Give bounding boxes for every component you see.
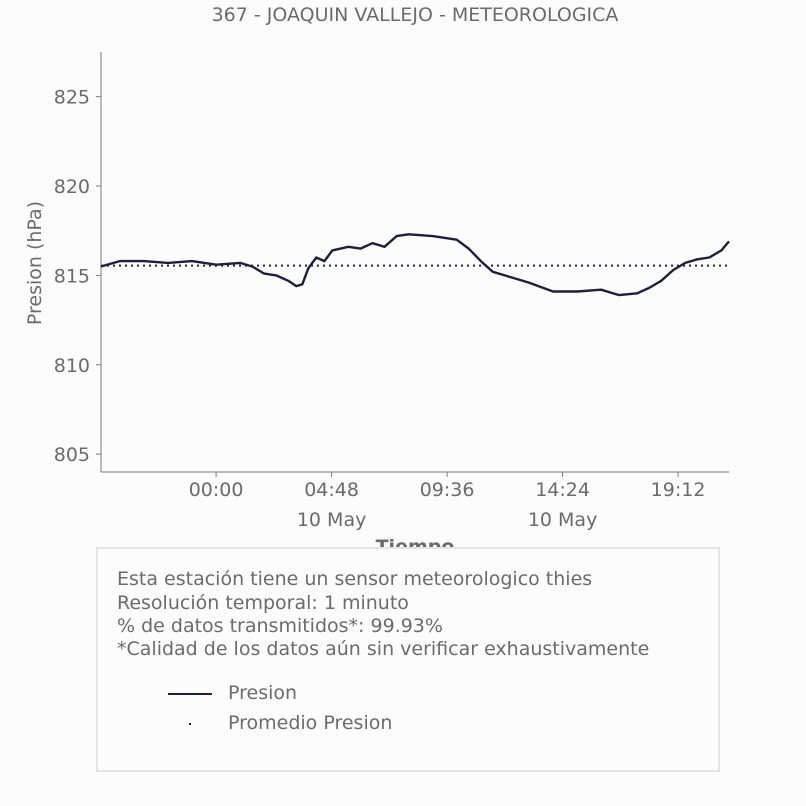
- chart-axes: [96, 52, 729, 477]
- y-tick-label: 820: [54, 176, 90, 198]
- legend-swatch-dot: [189, 723, 191, 725]
- y-tick-label: 810: [54, 355, 90, 377]
- series-line-presion: [100, 233, 730, 297]
- info-line-transmitted: % de datos transmitidos*: 99.93%: [117, 615, 443, 637]
- info-box: Esta estación tiene un sensor meteorolog…: [96, 547, 720, 772]
- x-tick-label: 04:48: [304, 479, 359, 501]
- y-tick-label: 825: [54, 87, 90, 109]
- chart-marks: [100, 233, 730, 297]
- x-tick-label: 14:24: [535, 479, 590, 501]
- x-tick-label: 00:00: [189, 479, 244, 501]
- info-line-sensor: Esta estación tiene un sensor meteorolog…: [117, 568, 593, 590]
- info-line-quality-note: *Calidad de los datos aún sin verificar …: [117, 638, 650, 660]
- chart-title: 367 - JOAQUIN VALLEJO - METEOROLOGICA: [212, 4, 619, 26]
- x-tick-label: 19:12: [651, 479, 706, 501]
- legend-label: Presion: [228, 682, 298, 704]
- x-tick-label: 09:36: [420, 479, 475, 501]
- x-tick-date-label: 10 May: [528, 509, 598, 531]
- pressure-chart: 367 - JOAQUIN VALLEJO - METEOROLOGICA 80…: [24, 4, 730, 558]
- x-tick-date-label: 10 May: [297, 509, 367, 531]
- legend-label: Promedio Presion: [228, 712, 393, 734]
- y-axis-label: Presion (hPa): [24, 201, 46, 325]
- legend-swatch-solid-line: [168, 693, 212, 695]
- chart-labels: 805 810 815 820 825 00:00 04:48 10 May 09:36 14:2…: [24, 87, 705, 558]
- y-tick-label: 805: [54, 444, 90, 466]
- info-line-resolution: Resolución temporal: 1 minuto: [117, 592, 409, 614]
- y-tick-label: 815: [54, 265, 90, 287]
